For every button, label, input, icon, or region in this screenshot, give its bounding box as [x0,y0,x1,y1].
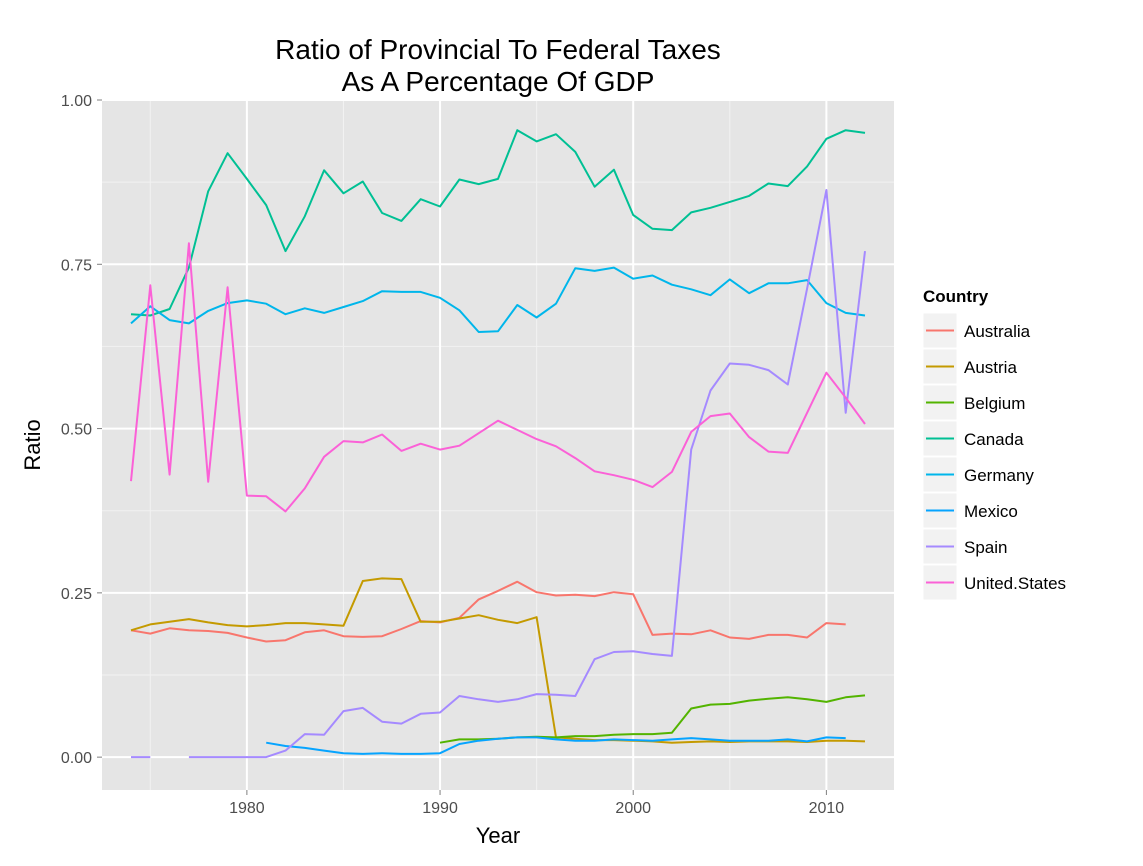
legend-item-austria: Austria [922,348,1017,385]
plot-panel [102,100,894,790]
x-axis: 1980 1990 2000 2010 [229,790,844,817]
y-axis: 0.00 0.25 0.50 0.75 1.00 [61,93,102,767]
legend: Country Australia Austria Belgium Canada Ger… [922,287,1066,601]
series-line-mexico [266,736,846,755]
series-line-united-states [130,242,866,513]
legend-item-australia: Australia [922,312,1031,349]
legend-item-canada: Canada [922,420,1024,457]
legend-label: Austria [964,358,1017,377]
legend-item-belgium: Belgium [922,384,1025,421]
legend-label: United.States [964,574,1066,593]
x-tick-label: 1980 [229,800,265,817]
y-tick-label: 0.75 [61,257,92,274]
series-line-australia [130,580,846,643]
legend-label: Mexico [964,502,1018,521]
x-axis-title: Year [476,823,520,848]
chart-title-line-2: As A Percentage Of GDP [342,66,655,97]
x-tick-label: 2010 [809,800,845,817]
legend-label: Germany [964,466,1034,485]
legend-item-germany: Germany [922,456,1034,493]
series-canada [130,129,866,317]
y-axis-title: Ratio [20,419,45,470]
series-germany [130,266,866,333]
legend-label: Australia [964,322,1031,341]
legend-item-spain: Spain [922,528,1007,565]
legend-item-united-states: United.States [922,564,1066,601]
legend-label: Spain [964,538,1007,557]
series-lines [130,129,866,759]
y-tick-label: 1.00 [61,93,92,110]
legend-item-mexico: Mexico [922,492,1018,529]
y-tick-label: 0.00 [61,750,92,767]
x-tick-label: 2000 [615,800,651,817]
legend-title: Country [923,287,989,306]
legend-label: Canada [964,430,1024,449]
series-united-states [130,242,866,513]
chart-title-line-1: Ratio of Provincial To Federal Taxes [275,34,721,65]
series-mexico [266,736,846,755]
x-tick-label: 1990 [422,800,458,817]
y-tick-label: 0.50 [61,422,92,439]
series-line-spain [188,189,866,759]
series-line-canada [130,129,866,317]
series-australia [130,580,846,643]
legend-items: Australia Austria Belgium Canada Germany Mexi… [922,312,1066,601]
series-line-germany [130,266,866,333]
series-spain [131,189,866,759]
legend-label: Belgium [964,394,1025,413]
y-tick-label: 0.25 [61,586,92,603]
